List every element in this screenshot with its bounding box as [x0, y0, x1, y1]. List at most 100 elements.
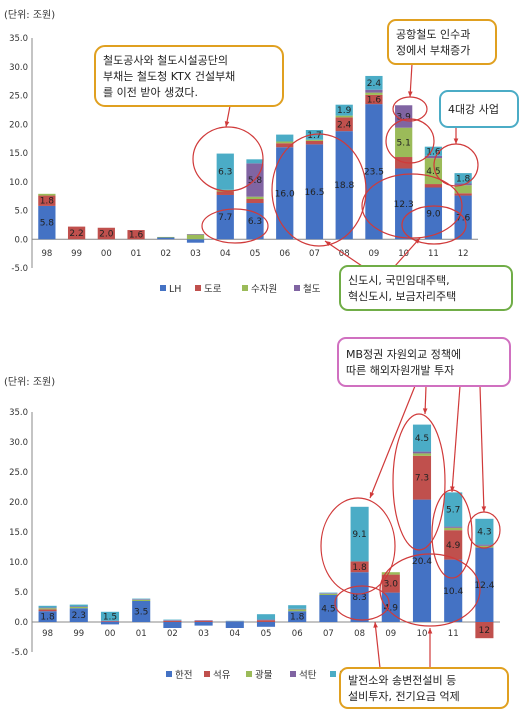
data-label: 5.8: [40, 219, 55, 229]
highlight-ellipse: [401, 205, 467, 245]
arrow-head: [422, 408, 428, 414]
y-tick-label: 5.0: [14, 207, 28, 217]
bar-한전-99: [69, 608, 88, 622]
legend-swatch: [195, 285, 201, 291]
bar-가스-05: [256, 614, 276, 620]
data-label: 1.8: [352, 563, 367, 573]
bar-광물-07: [319, 593, 338, 595]
x-tick-label: 02: [160, 249, 171, 259]
bar-시설-09: [365, 75, 383, 90]
y-tick-label: 15.0: [9, 149, 28, 159]
callout-box: [337, 337, 511, 387]
bar-가스-12: [475, 518, 494, 545]
bar-수자원-09: [365, 92, 383, 95]
data-label: 1.6: [129, 231, 144, 241]
bar-철도-09: [365, 89, 383, 93]
callout-arrow: [451, 385, 461, 493]
bar-도로-12: [454, 193, 472, 196]
legend-swatch: [242, 285, 248, 291]
data-label: 18.8: [334, 181, 354, 191]
data-label: 4.9: [446, 541, 461, 551]
bar-한전-01: [132, 601, 151, 622]
callout-text: 철도공사와 철도시설공단의: [103, 54, 228, 67]
bar-도로-07: [305, 140, 324, 145]
highlight-ellipse: [201, 208, 269, 244]
data-label: 20.4: [412, 557, 432, 567]
arrow-head: [427, 628, 433, 634]
x-tick-label: 04: [229, 629, 240, 639]
x-tick-label: 03: [190, 249, 201, 259]
bar-가스-02: [163, 619, 182, 621]
bar-가스-10: [412, 424, 432, 452]
bar-LH-06: [276, 147, 294, 240]
x-tick-label: 01: [131, 249, 142, 259]
bar-한전-05: [256, 622, 276, 627]
bar-가스-98: [38, 605, 57, 608]
x-tick-label: 98: [41, 249, 52, 259]
highlight-ellipse: [320, 497, 396, 595]
bar-한전-09: [381, 592, 400, 622]
bar-시설-07: [305, 130, 324, 140]
y-tick-label: 5.0: [14, 588, 28, 598]
arrow-head: [373, 622, 378, 628]
data-label: 7.3: [415, 474, 429, 484]
legend-label: LH: [169, 284, 181, 295]
x-tick-label: 98: [42, 629, 53, 639]
callout-text: 를 이전 받아 생겼다.: [103, 86, 198, 99]
highlight-ellipse: [334, 585, 390, 621]
x-tick-label: 07: [323, 629, 334, 639]
callout-text: 따른 해외자원개발 투자: [346, 363, 454, 377]
bar-LH-11: [424, 187, 443, 240]
data-label: 3.0: [384, 580, 399, 590]
data-label: 1.6: [426, 147, 441, 157]
bar-한전-07: [319, 595, 338, 622]
bar-광물-99: [69, 607, 88, 609]
callout-arrow: [479, 385, 485, 513]
bar-가스-99: [69, 604, 88, 607]
data-label: 23.5: [364, 168, 384, 178]
x-tick-label: 11: [428, 249, 439, 259]
bar-석유-10: [412, 455, 432, 500]
data-label: 8.3: [352, 593, 366, 603]
callout-arrow: [324, 240, 363, 267]
bar-한전-10: [412, 499, 432, 622]
bar-시설-08: [335, 104, 353, 116]
callout-text: 신도시, 국민임대주택,: [348, 274, 450, 287]
bar-시설-04: [216, 153, 234, 190]
bar-도로-08: [335, 117, 353, 132]
x-tick-label: 99: [71, 249, 82, 259]
chart-1: (단위: 조원) -5.0 0.0 5.0 10.0 15.0 20.0 25.0 30.0 35…: [4, 8, 519, 311]
x-tick-label: 10: [398, 249, 409, 259]
callout-text: 혁신도시, 보금자리주택: [348, 290, 456, 303]
data-label: 5.8: [248, 176, 263, 186]
x-tick-label: 00: [105, 629, 116, 639]
x-tick-label: 00: [101, 249, 112, 259]
arrow-head: [453, 138, 459, 144]
bar-LH-04: [216, 194, 234, 240]
bar-석탄-04: [225, 621, 244, 622]
x-tick-label: 01: [136, 629, 147, 639]
data-label: 4.5: [415, 434, 429, 444]
bar-도로-98: [38, 195, 56, 206]
data-label: 4.5: [426, 167, 440, 177]
data-label: 3.9: [397, 112, 412, 122]
y-tick-label: 20.0: [9, 120, 28, 130]
bar-석유-12: [475, 622, 494, 639]
bar-석탄-10: [412, 451, 432, 454]
x-tick-label: 05: [250, 249, 261, 259]
bar-LH-09: [365, 104, 383, 240]
data-label: 2.4: [337, 120, 352, 130]
legend-swatch: [330, 671, 336, 677]
legend-swatch: [294, 285, 300, 291]
bar-도로-99: [67, 226, 86, 240]
bar-한전-04: [225, 622, 244, 628]
x-tick-label: 12: [458, 249, 469, 259]
data-label: 1.6: [367, 96, 382, 106]
bar-광물-98: [38, 608, 57, 610]
bar-석탄-98: [38, 607, 57, 609]
bar-도로-05: [246, 199, 264, 204]
data-label: 1.9: [337, 106, 352, 116]
y-tick-label: 0.0: [14, 618, 28, 628]
bar-한전-00: [100, 622, 120, 625]
bar-광물-11: [444, 527, 463, 531]
